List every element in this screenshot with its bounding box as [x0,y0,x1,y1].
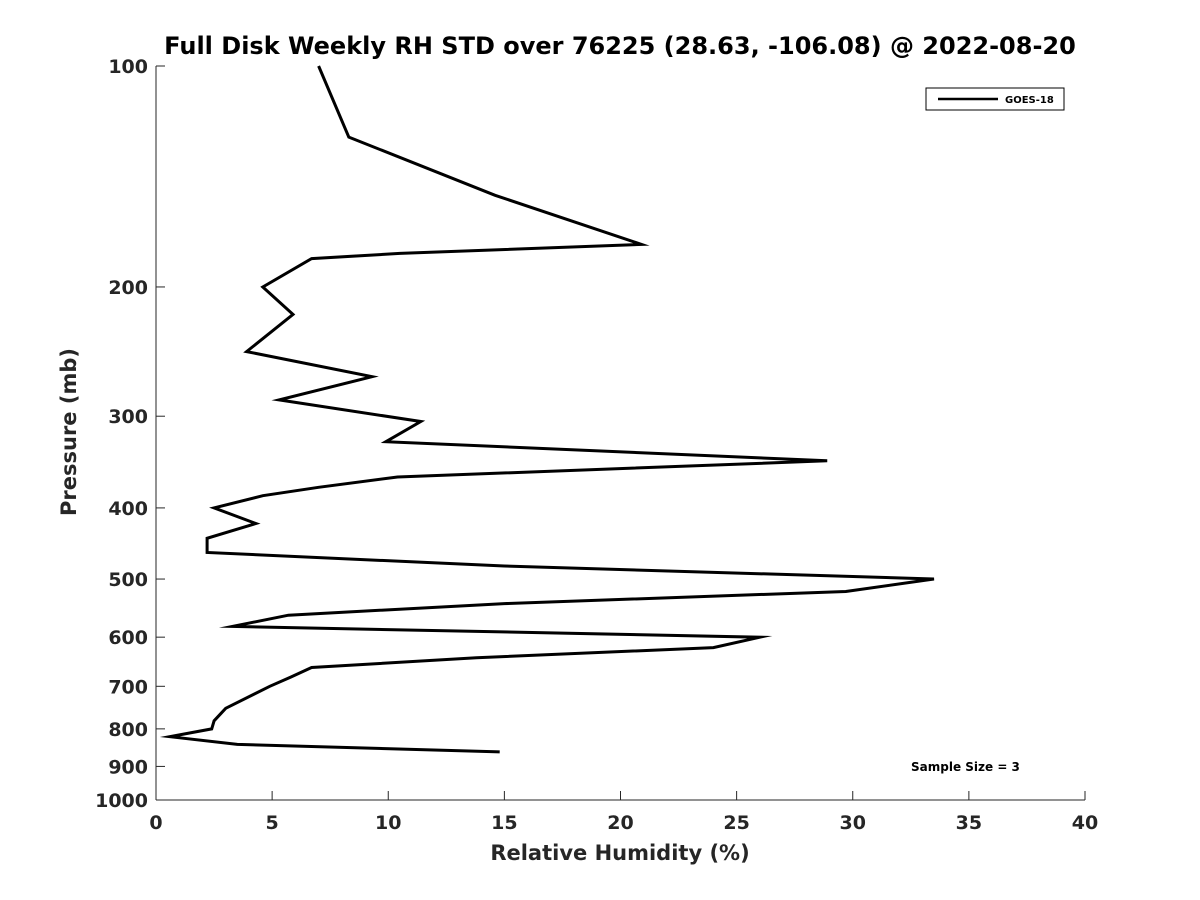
y-tick-label: 1000 [95,790,148,812]
plot-area [159,65,935,754]
x-tick-label: 30 [840,812,866,834]
y-tick-label: 600 [108,627,148,649]
y-tick-label: 500 [108,569,148,591]
y-tick-label: 400 [108,498,148,520]
legend-entry-goes-18: GOES-18 [1005,95,1054,106]
x-tick-label: 5 [266,812,279,834]
y-tick-label: 700 [108,676,148,698]
x-tick-label: 10 [375,812,401,834]
x-tick-label: 15 [491,812,517,834]
y-tick-label: 900 [108,756,148,778]
x-tick-label: 35 [956,812,982,834]
series-line-goes-18 [159,65,935,754]
sample-size-annotation: Sample Size = 3 [911,760,1020,774]
y-tick-label: 800 [108,719,148,741]
chart-title: Full Disk Weekly RH STD over 76225 (28.6… [164,32,1076,60]
x-tick-label: 0 [149,812,162,834]
x-tick-label: 40 [1072,812,1098,834]
axes: 0 5 10 15 20 25 30 35 40 100 200 300 400 500 600 700 800… [95,56,1098,834]
x-axis-label: Relative Humidity (%) [490,841,749,865]
y-tick-label: 300 [108,406,148,428]
y-axis-label: Pressure (mb) [57,348,81,516]
y-tick-label: 200 [108,277,148,299]
x-tick-label: 25 [723,812,749,834]
legend: GOES-18 [925,87,1065,111]
x-tick-label: 20 [607,812,633,834]
y-tick-label: 100 [108,56,148,78]
